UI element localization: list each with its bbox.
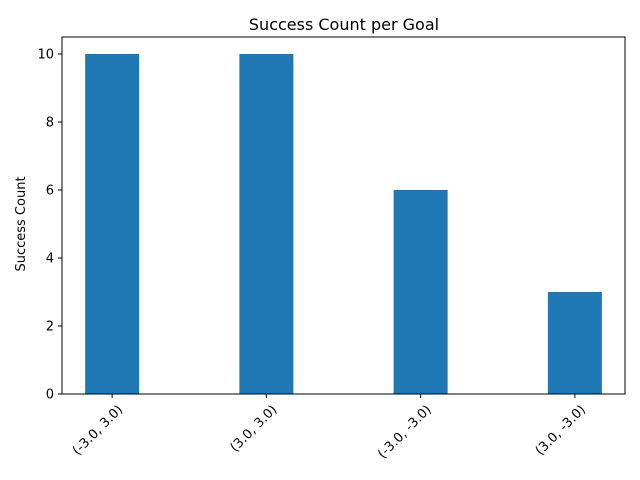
bar-2 <box>393 190 448 394</box>
y-tick-label: 10 <box>37 48 54 63</box>
axes-layer <box>61 36 626 395</box>
x-tick-label: (3.0, 3.0) <box>228 402 281 455</box>
y-tick-label: 2 <box>46 320 54 335</box>
y-tick-label: 8 <box>46 116 54 131</box>
x-tick-label: (3.0, -3.0) <box>533 402 589 458</box>
y-tick-label: 6 <box>46 184 54 199</box>
chart-title: Success Count per Goal <box>249 15 439 34</box>
x-tick-label: (-3.0, 3.0) <box>70 402 126 458</box>
x-tick-label: (-3.0, -3.0) <box>375 402 434 461</box>
plot-frame <box>61 36 626 395</box>
y-tick-label: 4 <box>46 252 54 267</box>
y-tick-label: 0 <box>46 388 54 403</box>
bar-0 <box>85 54 140 394</box>
y-axis-label: Success Count <box>14 176 29 271</box>
y-ticks: 0 2 4 6 8 10 <box>37 48 62 403</box>
x-ticks: (-3.0, 3.0) (3.0, 3.0) (-3.0, -3.0) (3.0, -… <box>70 394 589 462</box>
bar-3 <box>547 292 602 394</box>
bar-1 <box>239 54 294 394</box>
bars-layer <box>85 54 602 394</box>
